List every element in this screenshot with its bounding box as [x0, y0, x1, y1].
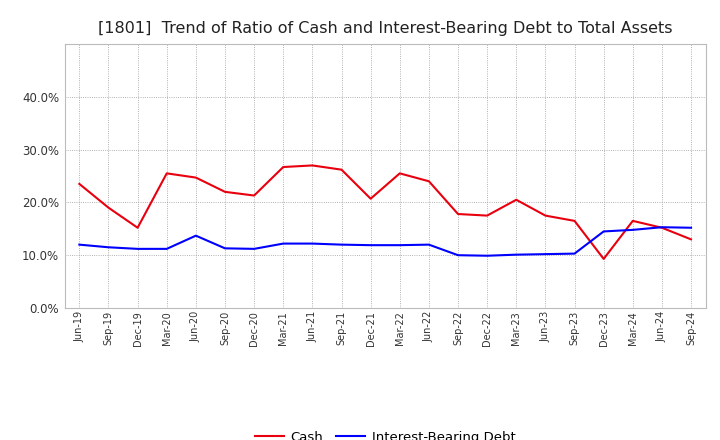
Interest-Bearing Debt — [337, 242, 346, 247]
Cash — [599, 256, 608, 261]
Cash — [279, 165, 287, 170]
Interest-Bearing Debt — [657, 224, 666, 230]
Cash — [454, 211, 462, 216]
Interest-Bearing Debt — [75, 242, 84, 247]
Line: Cash: Cash — [79, 165, 691, 259]
Interest-Bearing Debt — [366, 242, 375, 248]
Cash — [657, 225, 666, 231]
Cash — [425, 179, 433, 184]
Cash — [220, 189, 229, 194]
Interest-Bearing Debt — [250, 246, 258, 252]
Interest-Bearing Debt — [425, 242, 433, 247]
Cash — [163, 171, 171, 176]
Cash — [629, 218, 637, 224]
Line: Interest-Bearing Debt: Interest-Bearing Debt — [79, 227, 691, 256]
Cash — [366, 196, 375, 202]
Interest-Bearing Debt — [395, 242, 404, 248]
Interest-Bearing Debt — [192, 233, 200, 238]
Interest-Bearing Debt — [570, 251, 579, 256]
Cash — [395, 171, 404, 176]
Interest-Bearing Debt — [599, 229, 608, 234]
Cash — [687, 237, 696, 242]
Interest-Bearing Debt — [133, 246, 142, 252]
Interest-Bearing Debt — [454, 253, 462, 258]
Cash — [541, 213, 550, 218]
Cash — [512, 197, 521, 202]
Cash — [337, 167, 346, 172]
Interest-Bearing Debt — [104, 245, 113, 250]
Cash — [250, 193, 258, 198]
Interest-Bearing Debt — [308, 241, 317, 246]
Interest-Bearing Debt — [512, 252, 521, 257]
Legend: Cash, Interest-Bearing Debt: Cash, Interest-Bearing Debt — [249, 425, 521, 440]
Cash — [570, 218, 579, 224]
Cash — [133, 225, 142, 231]
Cash — [75, 181, 84, 187]
Cash — [483, 213, 492, 218]
Cash — [104, 205, 113, 210]
Interest-Bearing Debt — [629, 227, 637, 232]
Interest-Bearing Debt — [163, 246, 171, 252]
Interest-Bearing Debt — [220, 246, 229, 251]
Interest-Bearing Debt — [541, 252, 550, 257]
Interest-Bearing Debt — [279, 241, 287, 246]
Interest-Bearing Debt — [687, 225, 696, 231]
Interest-Bearing Debt — [483, 253, 492, 258]
Title: [1801]  Trend of Ratio of Cash and Interest-Bearing Debt to Total Assets: [1801] Trend of Ratio of Cash and Intere… — [98, 21, 672, 36]
Cash — [192, 175, 200, 180]
Cash — [308, 163, 317, 168]
